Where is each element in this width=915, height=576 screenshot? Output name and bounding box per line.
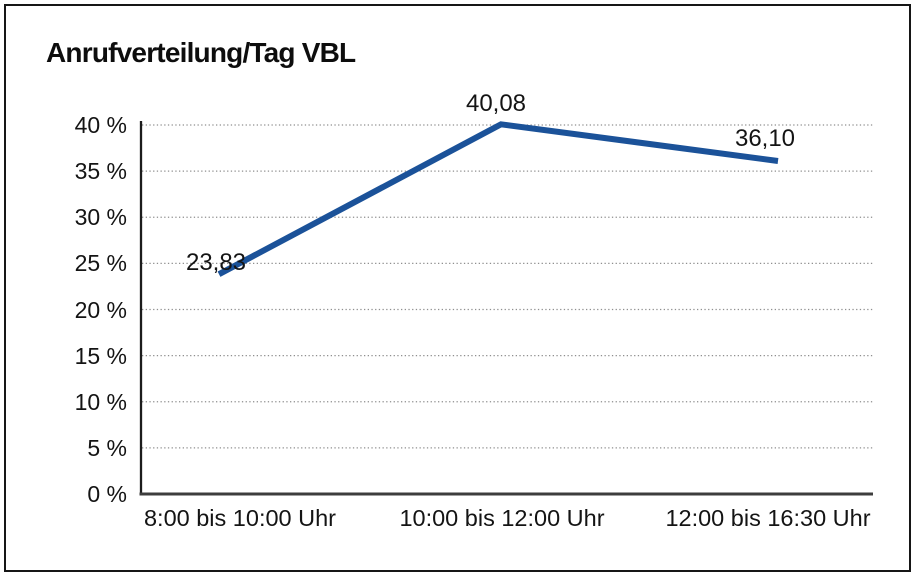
chart-title: Anrufverteilung/Tag VBL — [46, 37, 356, 68]
y-tick-label: 0 % — [87, 481, 127, 507]
y-tick-label: 15 % — [74, 342, 127, 369]
data-value-label: 40,08 — [465, 90, 527, 117]
x-category-label: 10:00 bis 12:00 Uhr — [399, 505, 605, 531]
y-tick-label: 20 % — [74, 296, 127, 323]
y-tick-label: 10 % — [74, 388, 127, 415]
y-tick-label: 5 % — [87, 434, 127, 461]
data-value-label: 36,10 — [734, 125, 796, 152]
y-tick-label: 40 % — [74, 112, 127, 138]
chart-frame: Anrufverteilung/Tag VBL — [4, 4, 911, 572]
x-category-label: 8:00 bis 10:00 Uhr — [143, 505, 337, 531]
x-category-label: 12:00 bis 16:30 Uhr — [665, 505, 871, 531]
y-tick-label: 25 % — [74, 250, 127, 277]
y-tick-label: 30 % — [74, 204, 127, 231]
y-tick-label: 35 % — [74, 158, 127, 185]
data-line-series — [217, 121, 779, 277]
data-value-label: 23,83 — [185, 249, 247, 276]
